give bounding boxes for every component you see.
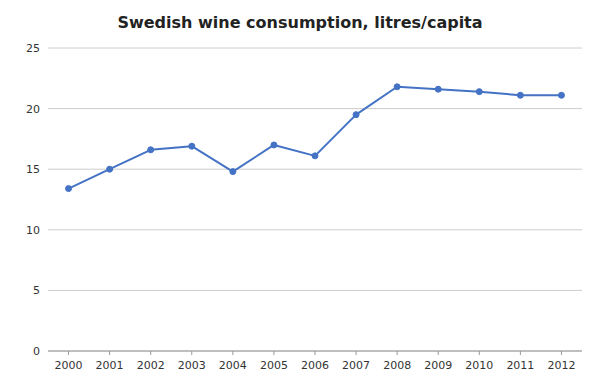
- x-tick: [109, 351, 110, 355]
- y-tick-label: 0: [33, 345, 40, 358]
- x-tick: [397, 351, 398, 355]
- x-tick-label: 2007: [342, 359, 370, 372]
- x-tick-label: 2000: [55, 359, 83, 372]
- y-tick-label: 20: [26, 103, 40, 116]
- x-tick-label: 2011: [506, 359, 534, 372]
- data-point: [148, 147, 154, 153]
- grid-line: [48, 169, 582, 170]
- x-tick: [150, 351, 151, 355]
- data-point: [107, 166, 113, 172]
- x-tick-label: 2008: [383, 359, 411, 372]
- x-tick-label: 2009: [424, 359, 452, 372]
- x-tick: [68, 351, 69, 355]
- data-point: [189, 143, 195, 149]
- data-point: [517, 92, 523, 98]
- y-tick-label: 15: [26, 163, 40, 176]
- x-tick-label: 2002: [137, 359, 165, 372]
- x-axis: 2000 2001 2002 2003 2004 2005 2006 2007 2008 2009…: [48, 351, 582, 372]
- data-point: [394, 84, 400, 90]
- chart-title: Swedish wine consumption, litres/capita: [117, 13, 482, 32]
- x-tick-label: 2012: [547, 359, 575, 372]
- grid-line: [48, 48, 582, 49]
- x-tick: [520, 351, 521, 355]
- data-point: [435, 86, 441, 92]
- data-point: [66, 186, 72, 192]
- x-tick-label: 2006: [301, 359, 329, 372]
- x-tick: [191, 351, 192, 355]
- data-point: [230, 169, 236, 175]
- x-tick: [315, 351, 316, 355]
- x-tick-label: 2010: [465, 359, 493, 372]
- data-point: [558, 92, 564, 98]
- data-line: [69, 87, 562, 189]
- grid-line: [48, 290, 582, 291]
- x-tick-label: 2001: [96, 359, 124, 372]
- y-axis: 0 5 10 15 20 25: [26, 42, 582, 358]
- y-tick-label: 10: [26, 224, 40, 237]
- x-tick-label: 2003: [178, 359, 206, 372]
- x-tick: [356, 351, 357, 355]
- x-tick: [479, 351, 480, 355]
- data-point: [476, 89, 482, 95]
- plot-area: [66, 84, 565, 192]
- y-tick-label: 5: [33, 284, 40, 297]
- grid-line: [48, 108, 582, 109]
- data-point: [353, 112, 359, 118]
- x-tick: [561, 351, 562, 355]
- y-tick-label: 25: [26, 42, 40, 55]
- x-tick-label: 2004: [219, 359, 247, 372]
- x-tick: [438, 351, 439, 355]
- grid-line: [48, 229, 582, 230]
- chart-container: Swedish wine consumption, litres/capita 0…: [0, 0, 600, 387]
- data-point: [312, 153, 318, 159]
- chart-svg: Swedish wine consumption, litres/capita 0…: [0, 0, 600, 387]
- x-tick: [273, 351, 274, 355]
- x-tick-label: 2005: [260, 359, 288, 372]
- data-point: [271, 142, 277, 148]
- x-tick: [232, 351, 233, 355]
